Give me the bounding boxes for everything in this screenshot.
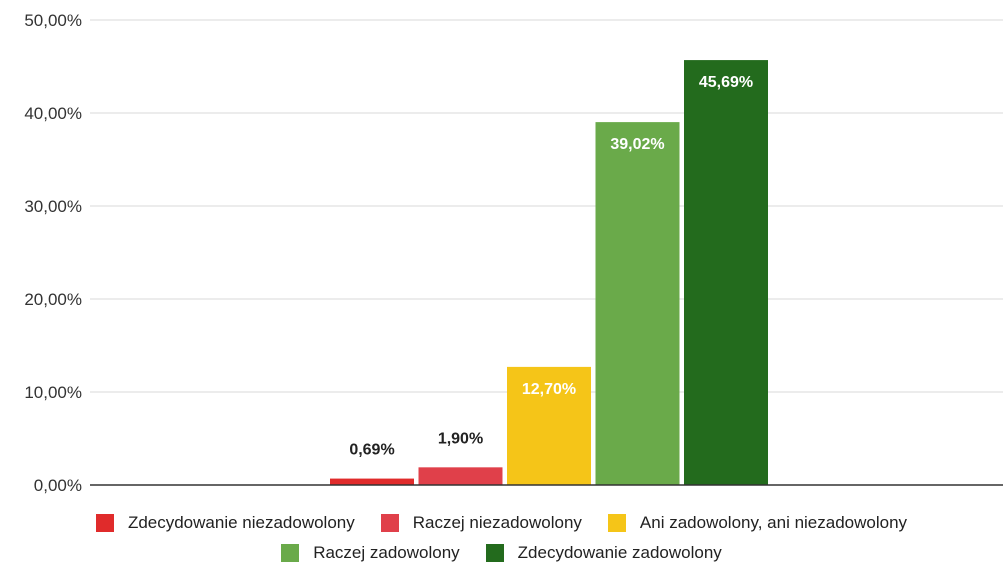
bar (330, 478, 414, 485)
bars (330, 60, 768, 485)
legend-label: Raczej zadowolony (313, 543, 460, 562)
data-label: 45,69% (699, 74, 753, 91)
grid-lines (90, 19, 1003, 393)
legend-item-raczej-zadowolony: Raczej zadowolony (281, 543, 460, 563)
y-axis-ticks: 0,00% 10,00% 20,00% 30,00% 40,00% 50,00% (24, 11, 82, 495)
data-label: 1,90% (438, 430, 483, 447)
data-label: 12,70% (522, 381, 576, 398)
legend-item-zdecydowanie-niezadowolony: Zdecydowanie niezadowolony (95, 513, 355, 533)
legend-swatch (380, 514, 399, 532)
y-tick-label: 50,00% (24, 11, 82, 30)
bar-chart: 0,00% 10,00% 20,00% 30,00% 40,00% 50,00% 0,69… (24, 11, 1003, 495)
legend-row-2: Raczej zadowolony Zdecydowanie zadowolon… (0, 538, 1003, 568)
legend-swatch (281, 544, 300, 562)
y-tick-label: 0,00% (34, 476, 82, 495)
legend-swatch (485, 544, 504, 562)
y-tick-label: 30,00% (24, 197, 82, 216)
legend-item-raczej-niezadowolony: Raczej niezadowolony (380, 513, 582, 533)
bar (418, 467, 503, 485)
legend-label: Raczej niezadowolony (412, 513, 582, 532)
legend-label: Zdecydowanie niezadowolony (127, 513, 355, 532)
legend-label: Zdecydowanie zadowolony (517, 543, 722, 562)
y-tick-label: 20,00% (24, 290, 82, 309)
y-tick-label: 10,00% (24, 383, 82, 402)
legend-item-zdecydowanie-zadowolony: Zdecydowanie zadowolony (485, 543, 722, 563)
bar (507, 366, 591, 485)
data-labels: 0,69% 1,90% 12,70% 39,02% 45,69% (349, 74, 753, 459)
legend-row-1: Zdecydowanie niezadowolony Raczej niezad… (0, 508, 1003, 538)
data-label: 0,69% (349, 442, 394, 459)
bar (684, 60, 768, 485)
chart-area: 0,00% 10,00% 20,00% 30,00% 40,00% 50,00% 0,69… (24, 11, 1003, 495)
legend: Zdecydowanie niezadowolony Raczej niezad… (0, 508, 1003, 575)
y-tick-label: 40,00% (24, 104, 82, 123)
legend-item-ani-zadowolony: Ani zadowolony, ani niezadowolony (607, 513, 908, 533)
bar (595, 122, 680, 485)
data-label: 39,02% (610, 136, 664, 153)
legend-label: Ani zadowolony, ani niezadowolony (639, 513, 908, 532)
legend-swatch (95, 514, 114, 532)
legend-swatch (607, 514, 626, 532)
